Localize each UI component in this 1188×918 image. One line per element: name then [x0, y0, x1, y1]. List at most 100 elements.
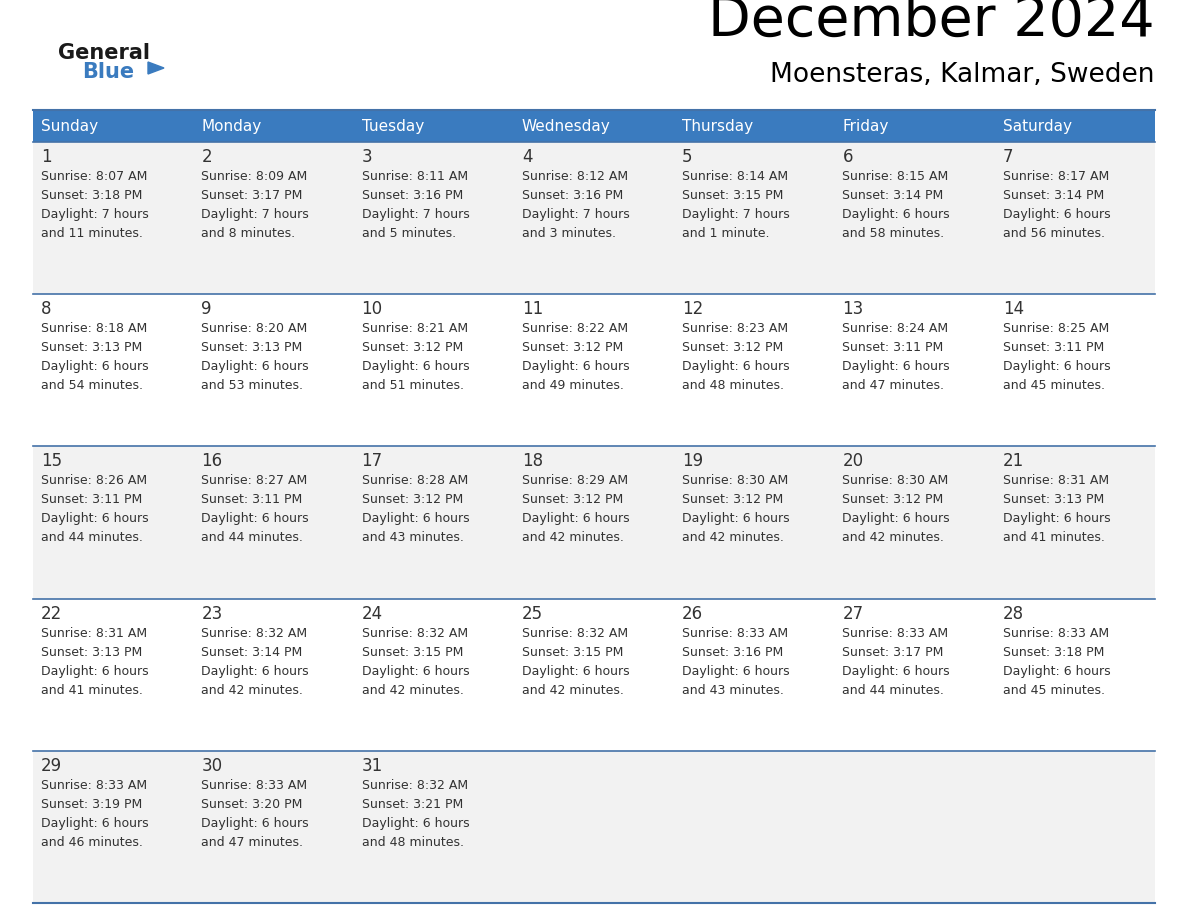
Text: Sunset: 3:14 PM: Sunset: 3:14 PM	[842, 189, 943, 202]
Text: and 3 minutes.: and 3 minutes.	[522, 227, 615, 240]
Text: Sunrise: 8:22 AM: Sunrise: 8:22 AM	[522, 322, 628, 335]
Text: Daylight: 7 hours: Daylight: 7 hours	[682, 208, 790, 221]
Text: 8: 8	[42, 300, 51, 319]
Text: Daylight: 6 hours: Daylight: 6 hours	[42, 360, 148, 374]
Text: Daylight: 6 hours: Daylight: 6 hours	[1003, 512, 1111, 525]
Text: Sunrise: 8:09 AM: Sunrise: 8:09 AM	[201, 170, 308, 183]
Text: Daylight: 7 hours: Daylight: 7 hours	[42, 208, 148, 221]
Text: Moensteras, Kalmar, Sweden: Moensteras, Kalmar, Sweden	[771, 62, 1155, 88]
Text: and 41 minutes.: and 41 minutes.	[1003, 532, 1105, 544]
Text: Sunset: 3:14 PM: Sunset: 3:14 PM	[1003, 189, 1104, 202]
Bar	[33, 599, 1155, 751]
Text: Sunset: 3:11 PM: Sunset: 3:11 PM	[842, 341, 943, 354]
Text: Daylight: 6 hours: Daylight: 6 hours	[361, 817, 469, 830]
Text: 20: 20	[842, 453, 864, 470]
Text: Sunrise: 8:33 AM: Sunrise: 8:33 AM	[842, 627, 948, 640]
Text: and 47 minutes.: and 47 minutes.	[842, 379, 944, 392]
Bar	[33, 294, 1155, 446]
Text: Daylight: 6 hours: Daylight: 6 hours	[42, 512, 148, 525]
Text: 5: 5	[682, 148, 693, 166]
Text: and 41 minutes.: and 41 minutes.	[42, 684, 143, 697]
Text: Daylight: 6 hours: Daylight: 6 hours	[682, 360, 790, 374]
Bar	[33, 142, 1155, 294]
Text: General: General	[58, 43, 150, 63]
Bar	[33, 110, 194, 142]
Text: 14: 14	[1003, 300, 1024, 319]
Text: Sunrise: 8:30 AM: Sunrise: 8:30 AM	[842, 475, 949, 487]
Polygon shape	[148, 62, 164, 74]
Text: Sunset: 3:18 PM: Sunset: 3:18 PM	[42, 189, 143, 202]
Text: Daylight: 6 hours: Daylight: 6 hours	[842, 512, 950, 525]
Text: Sunrise: 8:33 AM: Sunrise: 8:33 AM	[682, 627, 789, 640]
Text: and 42 minutes.: and 42 minutes.	[522, 532, 624, 544]
Text: Sunset: 3:12 PM: Sunset: 3:12 PM	[682, 493, 783, 507]
Text: Daylight: 7 hours: Daylight: 7 hours	[522, 208, 630, 221]
Text: Daylight: 6 hours: Daylight: 6 hours	[842, 360, 950, 374]
Text: and 43 minutes.: and 43 minutes.	[361, 532, 463, 544]
Text: 25: 25	[522, 605, 543, 622]
Text: 4: 4	[522, 148, 532, 166]
Text: Daylight: 6 hours: Daylight: 6 hours	[361, 512, 469, 525]
Text: Sunset: 3:15 PM: Sunset: 3:15 PM	[361, 645, 463, 658]
Bar	[994, 110, 1155, 142]
Text: Wednesday: Wednesday	[522, 118, 611, 133]
Text: Sunrise: 8:29 AM: Sunrise: 8:29 AM	[522, 475, 628, 487]
Text: Sunset: 3:18 PM: Sunset: 3:18 PM	[1003, 645, 1104, 658]
Text: Sunrise: 8:32 AM: Sunrise: 8:32 AM	[361, 627, 468, 640]
Text: 2: 2	[201, 148, 211, 166]
Text: 10: 10	[361, 300, 383, 319]
Text: Sunset: 3:12 PM: Sunset: 3:12 PM	[522, 341, 624, 354]
Text: Daylight: 7 hours: Daylight: 7 hours	[361, 208, 469, 221]
Text: Sunset: 3:17 PM: Sunset: 3:17 PM	[842, 645, 943, 658]
Text: 11: 11	[522, 300, 543, 319]
Text: Sunrise: 8:31 AM: Sunrise: 8:31 AM	[42, 627, 147, 640]
Text: and 45 minutes.: and 45 minutes.	[1003, 684, 1105, 697]
Bar	[33, 751, 1155, 903]
Text: Sunrise: 8:33 AM: Sunrise: 8:33 AM	[1003, 627, 1108, 640]
Text: 16: 16	[201, 453, 222, 470]
Text: 30: 30	[201, 756, 222, 775]
Text: Daylight: 6 hours: Daylight: 6 hours	[522, 665, 630, 677]
Text: and 1 minute.: and 1 minute.	[682, 227, 770, 240]
Text: Daylight: 6 hours: Daylight: 6 hours	[682, 512, 790, 525]
Text: Daylight: 6 hours: Daylight: 6 hours	[1003, 208, 1111, 221]
Text: 24: 24	[361, 605, 383, 622]
Text: Daylight: 6 hours: Daylight: 6 hours	[842, 665, 950, 677]
Bar	[33, 446, 1155, 599]
Text: and 5 minutes.: and 5 minutes.	[361, 227, 456, 240]
Text: 3: 3	[361, 148, 372, 166]
Text: Blue: Blue	[82, 62, 134, 82]
Text: 9: 9	[201, 300, 211, 319]
Text: Daylight: 6 hours: Daylight: 6 hours	[361, 665, 469, 677]
Text: and 42 minutes.: and 42 minutes.	[522, 684, 624, 697]
Text: Sunrise: 8:14 AM: Sunrise: 8:14 AM	[682, 170, 789, 183]
Text: Sunset: 3:16 PM: Sunset: 3:16 PM	[522, 189, 624, 202]
Text: and 48 minutes.: and 48 minutes.	[682, 379, 784, 392]
Text: Sunrise: 8:27 AM: Sunrise: 8:27 AM	[201, 475, 308, 487]
Text: Sunrise: 8:28 AM: Sunrise: 8:28 AM	[361, 475, 468, 487]
Text: and 8 minutes.: and 8 minutes.	[201, 227, 296, 240]
Bar	[834, 110, 994, 142]
Text: 7: 7	[1003, 148, 1013, 166]
Text: Sunset: 3:12 PM: Sunset: 3:12 PM	[682, 341, 783, 354]
Text: Sunset: 3:15 PM: Sunset: 3:15 PM	[522, 645, 624, 658]
Text: 6: 6	[842, 148, 853, 166]
Bar	[354, 110, 514, 142]
Text: 21: 21	[1003, 453, 1024, 470]
Text: Sunrise: 8:26 AM: Sunrise: 8:26 AM	[42, 475, 147, 487]
Text: Daylight: 6 hours: Daylight: 6 hours	[201, 665, 309, 677]
Text: Sunset: 3:15 PM: Sunset: 3:15 PM	[682, 189, 784, 202]
Text: 17: 17	[361, 453, 383, 470]
Text: Daylight: 6 hours: Daylight: 6 hours	[42, 817, 148, 830]
Text: 29: 29	[42, 756, 62, 775]
Text: Sunset: 3:12 PM: Sunset: 3:12 PM	[522, 493, 624, 507]
Text: and 46 minutes.: and 46 minutes.	[42, 835, 143, 849]
Text: and 11 minutes.: and 11 minutes.	[42, 227, 143, 240]
Text: Sunset: 3:20 PM: Sunset: 3:20 PM	[201, 798, 303, 811]
Text: Daylight: 6 hours: Daylight: 6 hours	[361, 360, 469, 374]
Text: Tuesday: Tuesday	[361, 118, 424, 133]
Text: 19: 19	[682, 453, 703, 470]
Text: Sunrise: 8:21 AM: Sunrise: 8:21 AM	[361, 322, 468, 335]
Text: and 44 minutes.: and 44 minutes.	[842, 684, 944, 697]
Text: 18: 18	[522, 453, 543, 470]
